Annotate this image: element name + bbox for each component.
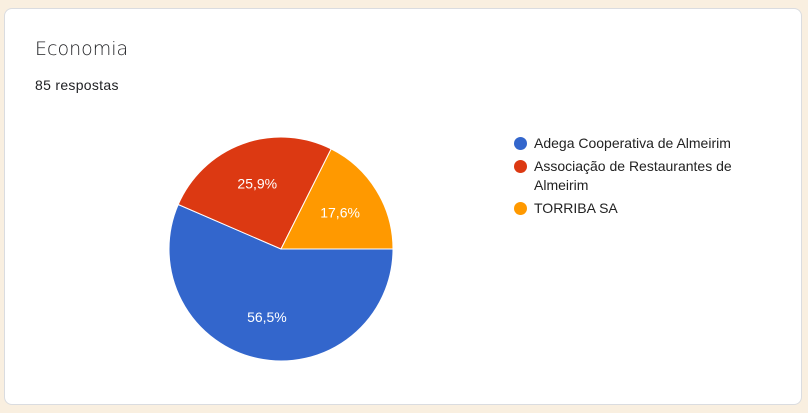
slice-label: 25,9% [237, 176, 277, 192]
pie-slice[interactable] [168, 203, 394, 362]
legend: Adega Cooperativa de Almeirim Associação… [509, 134, 769, 222]
slice-label: 17,6% [320, 205, 360, 221]
response-count: 85 respostas [35, 77, 119, 93]
legend-item[interactable]: TORRIBA SA [509, 199, 769, 218]
legend-item[interactable]: Associação de Restaurantes de Almeirim [509, 157, 769, 195]
legend-label: TORRIBA SA [534, 200, 618, 216]
pie-slice[interactable] [177, 136, 332, 250]
slice-label: 56,5% [247, 309, 287, 325]
legend-swatch [514, 137, 527, 150]
legend-label: Adega Cooperativa de Almeirim [534, 135, 731, 151]
question-title: Economia [35, 38, 129, 60]
legend-label: Associação de Restaurantes de Almeirim [534, 158, 732, 193]
chart-card: Economia 85 respostas [4, 8, 802, 405]
pie-slice[interactable] [280, 148, 394, 250]
legend-item[interactable]: Adega Cooperativa de Almeirim [509, 134, 769, 153]
legend-swatch [514, 160, 527, 173]
legend-swatch [514, 202, 527, 215]
